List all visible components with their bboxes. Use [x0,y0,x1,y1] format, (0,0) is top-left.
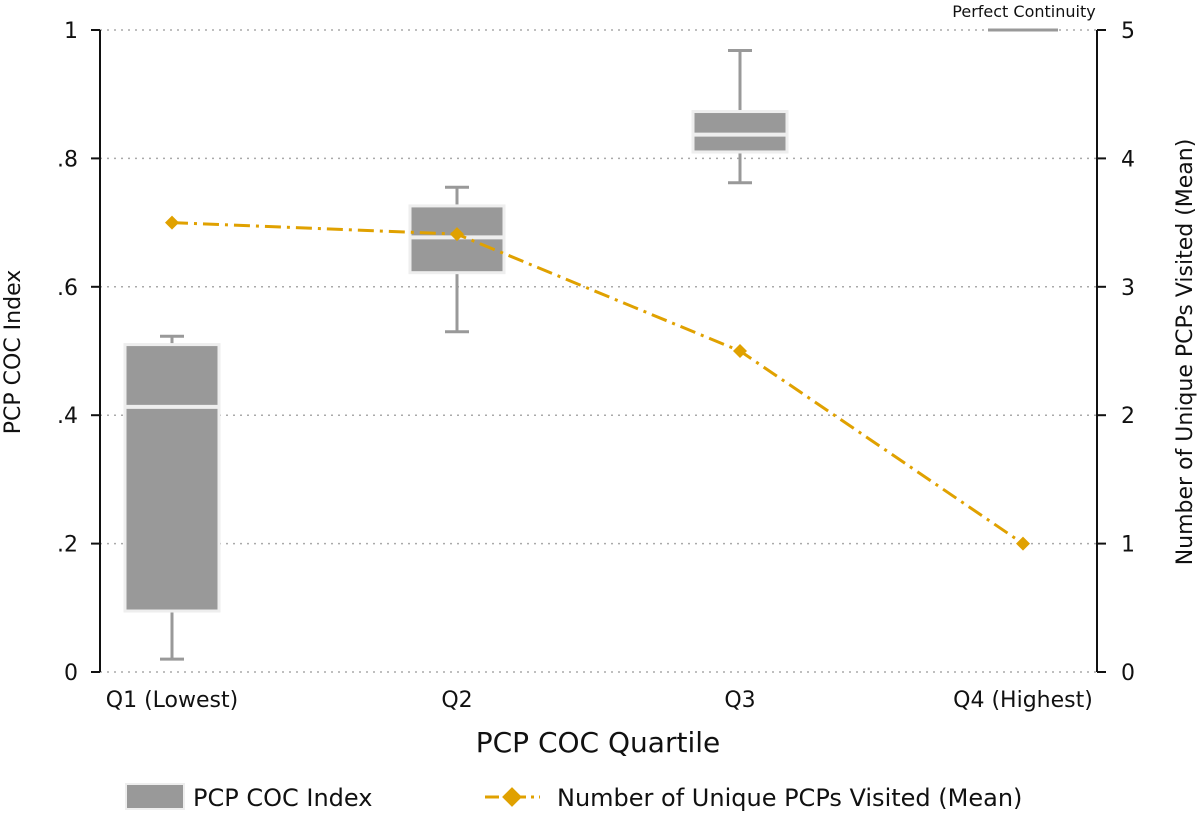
y-left-tick-label: .8 [57,147,78,172]
axes [91,29,1106,673]
box-3 [691,49,789,185]
series-point-0 [165,215,179,230]
x-tick-label: Q3 [724,688,755,713]
x-tick-label: Q2 [441,688,472,713]
box-iqr [123,343,221,613]
y-left-tick-label: 1 [64,19,78,44]
legend: PCP COC Index Number of Unique PCPs Visi… [125,783,1022,812]
series-point-3 [1016,536,1030,551]
x-tick-label: Q1 (Lowest) [106,688,238,713]
tick-labels: 0 .2 .4 .6 .8 1 0 1 2 3 4 5 Q1 (Lowest) Q2 Q3 Q4 (Highe… [57,19,1135,713]
y-left-tick-label: .2 [57,533,78,558]
grid-lines [100,29,1097,673]
y-right-tick-label: 4 [1121,147,1135,172]
box-1 [123,334,221,661]
y-right-title: Number of Unique PCPs Visited (Mean) [1173,139,1198,566]
series-line-0 [171,221,1024,545]
y-right-tick-label: 2 [1121,404,1135,429]
annotation-perfect-continuity: Perfect Continuity [952,2,1095,21]
legend-diamond-marker [502,787,522,807]
y-left-title: PCP COC Index [1,270,26,434]
y-right-tick-label: 1 [1121,533,1135,558]
series-point-1 [450,227,464,242]
boxplots [123,28,1058,661]
box-2 [408,185,506,334]
box-iqr [691,110,789,154]
legend-label-line: Number of Unique PCPs Visited (Mean) [557,784,1022,812]
y-left-tick-label: .6 [57,276,78,301]
series-point-2 [733,344,747,358]
legend-label-box: PCP COC Index [193,784,372,812]
y-right-tick-label: 0 [1121,661,1135,686]
y-right-tick-label: 5 [1121,19,1135,44]
y-right-tick-label: 3 [1121,276,1135,301]
y-left-tick-label: .4 [57,404,78,429]
x-axis-title: PCP COC Quartile [476,726,720,759]
y-left-tick-label: 0 [64,661,78,686]
line-series [165,215,1030,551]
x-tick-label: Q4 (Highest) [953,688,1093,713]
legend-box-swatch [125,783,185,810]
